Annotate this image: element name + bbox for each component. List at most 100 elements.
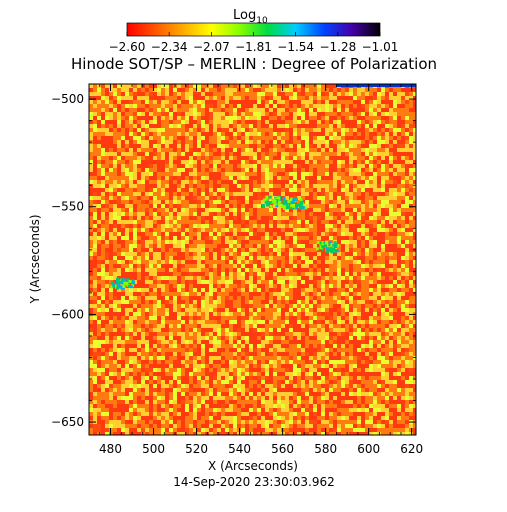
map-cell xyxy=(317,200,321,204)
map-cell xyxy=(253,172,257,176)
map-cell xyxy=(185,188,189,192)
map-cell xyxy=(341,168,345,172)
map-cell xyxy=(89,132,93,136)
map-cell xyxy=(253,240,257,244)
map-cell xyxy=(357,100,361,104)
map-cell xyxy=(265,112,269,116)
map-cell xyxy=(181,204,185,208)
map-cell xyxy=(357,336,361,340)
map-cell xyxy=(177,236,181,240)
map-cell xyxy=(197,148,201,152)
map-cell xyxy=(133,248,137,252)
map-cell xyxy=(253,216,257,220)
map-cell xyxy=(393,156,397,160)
map-cell xyxy=(225,140,229,144)
map-cell xyxy=(365,224,369,228)
map-cell xyxy=(129,148,133,152)
map-cell xyxy=(325,324,329,328)
map-cell xyxy=(297,264,301,268)
map-cell xyxy=(381,312,385,316)
map-cell xyxy=(361,292,365,296)
map-cell xyxy=(381,336,385,340)
map-cell xyxy=(337,152,341,156)
map-cell xyxy=(253,120,257,124)
map-cell xyxy=(117,268,121,272)
map-cell xyxy=(377,140,381,144)
map-cell xyxy=(241,120,245,124)
map-cell xyxy=(201,288,205,292)
map-cell xyxy=(361,336,365,340)
map-cell xyxy=(173,316,177,320)
map-cell xyxy=(241,148,245,152)
map-cell xyxy=(373,332,377,336)
map-cell xyxy=(309,148,313,152)
map-cell xyxy=(225,320,229,324)
map-cell xyxy=(165,184,169,188)
map-cell xyxy=(349,228,353,232)
map-cell xyxy=(261,144,265,148)
map-cell xyxy=(309,164,313,168)
map-cell xyxy=(277,140,281,144)
map-cell xyxy=(225,212,229,216)
map-cell xyxy=(169,184,173,188)
map-cell xyxy=(209,236,213,240)
map-cell xyxy=(97,216,101,220)
map-cell xyxy=(241,140,245,144)
map-cell xyxy=(341,280,345,284)
map-cell xyxy=(125,244,129,248)
map-cell xyxy=(237,196,241,200)
map-cell xyxy=(329,312,333,316)
map-cell xyxy=(381,196,385,200)
map-cell xyxy=(97,172,101,176)
map-cell xyxy=(97,112,101,116)
map-cell xyxy=(229,120,233,124)
map-cell xyxy=(245,200,249,204)
map-cell xyxy=(305,88,309,92)
map-cell xyxy=(125,288,129,292)
map-cell xyxy=(381,136,385,140)
map-cell xyxy=(361,196,365,200)
map-cell xyxy=(273,144,277,148)
map-cell xyxy=(201,208,205,212)
map-cell xyxy=(257,304,261,308)
map-cell xyxy=(385,88,389,92)
map-cell xyxy=(213,104,217,108)
map-cell xyxy=(97,136,101,140)
map-cell xyxy=(213,200,217,204)
map-cell xyxy=(189,232,193,236)
map-cell xyxy=(149,184,153,188)
map-cell xyxy=(221,328,225,332)
map-cell xyxy=(341,264,345,268)
map-cell xyxy=(113,148,117,152)
map-cell xyxy=(389,116,393,120)
map-cell xyxy=(161,260,165,264)
map-cell xyxy=(301,100,305,104)
map-cell xyxy=(117,144,121,148)
map-cell xyxy=(353,296,357,300)
map-cell xyxy=(185,224,189,228)
map-cell xyxy=(393,124,397,128)
map-cell xyxy=(93,244,97,248)
map-cell xyxy=(121,164,125,168)
map-cell xyxy=(161,300,165,304)
map-cell xyxy=(353,224,357,228)
map-cell xyxy=(393,264,397,268)
map-cell xyxy=(189,228,193,232)
map-cell xyxy=(145,256,149,260)
map-cell xyxy=(165,180,169,184)
map-cell xyxy=(137,148,141,152)
map-cell xyxy=(205,208,209,212)
map-cell xyxy=(353,88,357,92)
map-cell xyxy=(161,140,165,144)
map-cell xyxy=(269,244,273,248)
map-cell xyxy=(397,124,401,128)
map-cell xyxy=(241,96,245,100)
map-cell xyxy=(201,276,205,280)
map-cell xyxy=(109,92,113,96)
map-cell xyxy=(233,176,237,180)
map-cell xyxy=(177,88,181,92)
map-cell xyxy=(397,112,401,116)
map-cell xyxy=(89,308,93,312)
map-cell xyxy=(113,312,117,316)
map-cell xyxy=(93,180,97,184)
